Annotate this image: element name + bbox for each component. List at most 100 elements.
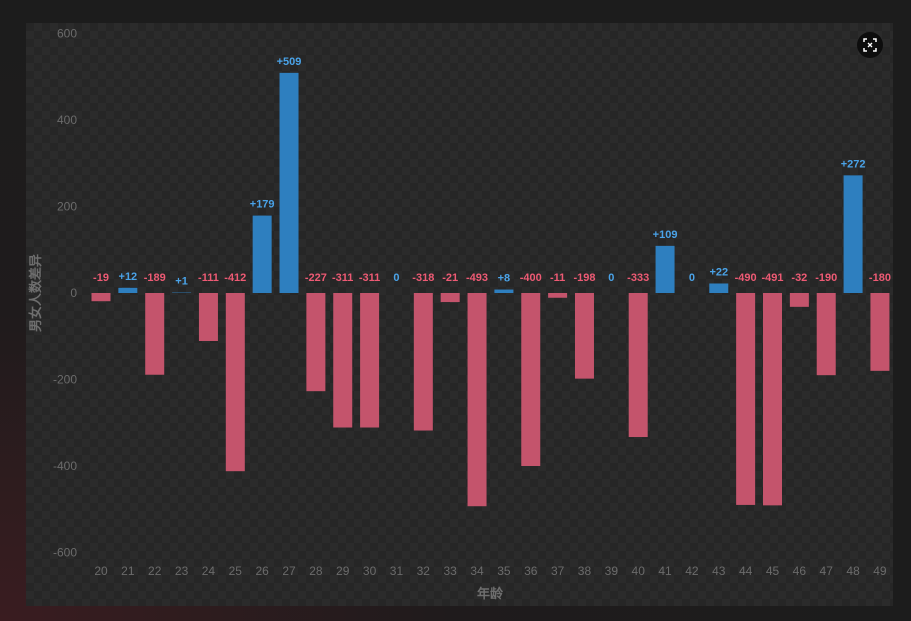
data-label: -493 (466, 272, 488, 284)
bar[interactable] (548, 293, 568, 298)
data-label: -318 (412, 272, 434, 284)
bar[interactable] (521, 293, 541, 466)
data-label: -111 (198, 272, 219, 284)
data-label: -333 (627, 272, 649, 284)
data-label: +1 (175, 276, 188, 288)
x-tick-label: 37 (551, 564, 565, 578)
data-label: -11 (550, 272, 565, 284)
bar[interactable] (574, 293, 594, 379)
data-label: -491 (761, 272, 783, 284)
fullscreen-button[interactable] (857, 32, 883, 58)
x-tick-label: 48 (846, 564, 860, 578)
bar[interactable] (333, 293, 353, 428)
bar[interactable] (118, 287, 138, 293)
x-tick-label: 36 (524, 564, 538, 578)
x-tick-label: 22 (148, 564, 162, 578)
x-tick-label: 42 (685, 564, 699, 578)
data-label: -311 (359, 272, 380, 284)
data-label: 0 (608, 272, 614, 284)
bar[interactable] (360, 293, 380, 428)
data-label: -311 (332, 272, 353, 284)
x-axis-title: 年龄 (477, 586, 504, 601)
y-tick-label: -200 (53, 373, 77, 387)
x-tick-label: 30 (363, 564, 377, 578)
bar[interactable] (870, 293, 890, 371)
x-tick-label: 23 (175, 564, 189, 578)
y-axis-title: 男女人数差异 (28, 254, 43, 332)
bar[interactable] (252, 215, 272, 293)
x-tick-label: 47 (820, 564, 834, 578)
bar[interactable] (145, 293, 165, 375)
x-tick-label: 24 (202, 564, 216, 578)
x-tick-label: 32 (417, 564, 431, 578)
x-tick-label: 25 (229, 564, 243, 578)
y-tick-label: 0 (70, 286, 77, 300)
data-label: -32 (791, 272, 807, 284)
bar[interactable] (494, 289, 514, 293)
x-tick-label: 26 (255, 564, 269, 578)
x-tick-label: 38 (578, 564, 592, 578)
bar[interactable] (655, 245, 675, 293)
data-label: -227 (305, 272, 327, 284)
x-tick-label: 34 (470, 564, 484, 578)
data-label: +272 (841, 158, 866, 170)
y-tick-label: 400 (57, 113, 77, 127)
x-tick-label: 31 (390, 564, 404, 578)
data-label: -19 (93, 272, 109, 284)
x-tick-label: 46 (793, 564, 807, 578)
x-tick-label: 45 (766, 564, 780, 578)
data-label: -490 (735, 272, 757, 284)
data-label: 0 (393, 272, 399, 284)
data-label: -190 (815, 272, 837, 284)
x-tick-label: 27 (282, 564, 296, 578)
data-label: +109 (653, 229, 678, 241)
x-tick-label: 28 (309, 564, 323, 578)
bar[interactable] (306, 293, 326, 392)
data-label: -198 (573, 272, 595, 284)
bar[interactable] (843, 175, 863, 293)
y-axis-ticks: 600 400 200 0 -200 -400 -600 (53, 27, 77, 560)
data-label: +12 (119, 271, 138, 283)
bar[interactable] (763, 293, 782, 506)
y-tick-label: 200 (57, 200, 77, 214)
data-label: -412 (224, 272, 246, 284)
bar[interactable] (91, 293, 111, 302)
bar[interactable] (736, 293, 756, 505)
bar[interactable] (789, 293, 809, 307)
x-axis-ticks: 20 21 22 23 24 25 26 27 28 29 30 31 32 33 34 35 36 37 38 39… (94, 564, 887, 578)
bar[interactable] (816, 293, 836, 376)
x-tick-label: 44 (739, 564, 753, 578)
data-label: -400 (520, 272, 542, 284)
data-label: -180 (869, 272, 891, 284)
y-tick-label: -600 (53, 546, 77, 560)
y-tick-label: 600 (57, 27, 77, 41)
x-tick-label: 29 (336, 564, 350, 578)
y-tick-label: -400 (53, 459, 77, 473)
bar[interactable] (198, 293, 218, 342)
x-tick-label: 49 (873, 564, 887, 578)
bar[interactable] (440, 293, 460, 303)
bar[interactable] (225, 293, 245, 472)
bar[interactable] (279, 72, 299, 293)
data-labels: -19 +12 -189 +1 -111 -412 +179 +509 -227 -311 -311… (93, 56, 891, 288)
bars (91, 72, 890, 507)
x-tick-label: 41 (658, 564, 672, 578)
bar[interactable] (709, 283, 729, 293)
data-label: 0 (689, 272, 695, 284)
x-tick-label: 20 (94, 564, 108, 578)
bar[interactable] (467, 293, 487, 507)
x-tick-label: 21 (121, 564, 135, 578)
data-label: -21 (442, 272, 458, 284)
expand-icon (863, 38, 877, 52)
x-tick-label: 39 (605, 564, 619, 578)
x-tick-label: 40 (632, 564, 646, 578)
data-label: +509 (277, 56, 302, 68)
x-tick-label: 35 (497, 564, 511, 578)
bar[interactable] (628, 293, 648, 438)
data-label: +22 (709, 266, 728, 278)
bar[interactable] (413, 293, 433, 431)
data-label: +8 (498, 273, 511, 285)
x-tick-label: 33 (444, 564, 458, 578)
x-tick-label: 43 (712, 564, 726, 578)
